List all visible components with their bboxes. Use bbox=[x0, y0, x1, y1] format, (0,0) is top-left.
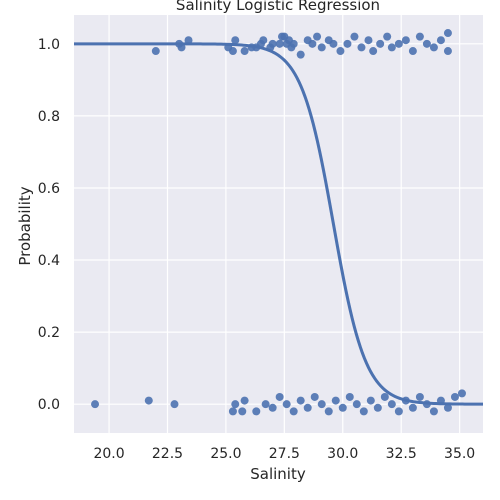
data-point-class0 bbox=[373, 403, 382, 412]
data-point-class1 bbox=[296, 50, 305, 59]
data-point-class1 bbox=[151, 47, 160, 56]
x-tick-label: 32.5 bbox=[386, 446, 417, 462]
data-point-class0 bbox=[240, 396, 249, 405]
data-point-class0 bbox=[275, 392, 284, 401]
y-axis-label: Probability bbox=[16, 186, 34, 265]
data-point-class0 bbox=[252, 407, 261, 416]
scatter-points bbox=[91, 29, 466, 416]
data-point-class0 bbox=[415, 392, 424, 401]
y-axis-ticks: 0.0 0.2 0.4 0.6 0.8 1.0 bbox=[38, 37, 60, 413]
data-point-class1 bbox=[369, 47, 378, 56]
data-point-class0 bbox=[231, 400, 240, 409]
data-point-class0 bbox=[408, 403, 417, 412]
data-point-class1 bbox=[268, 39, 277, 48]
data-point-class1 bbox=[429, 43, 438, 52]
y-tick-label: 0.6 bbox=[38, 181, 60, 197]
plot-area bbox=[74, 15, 483, 433]
y-tick-label: 1.0 bbox=[38, 37, 60, 53]
data-point-class1 bbox=[184, 36, 193, 45]
data-point-class0 bbox=[352, 400, 361, 409]
data-point-class0 bbox=[380, 392, 389, 401]
data-point-class1 bbox=[376, 39, 385, 48]
x-tick-label: 30.0 bbox=[327, 446, 358, 462]
data-point-class0 bbox=[457, 389, 466, 398]
data-point-class1 bbox=[443, 29, 452, 38]
data-point-class1 bbox=[259, 36, 268, 45]
data-point-class1 bbox=[383, 32, 392, 41]
data-point-class0 bbox=[443, 403, 452, 412]
y-tick-label: 0.8 bbox=[38, 109, 60, 125]
data-point-class1 bbox=[231, 36, 240, 45]
data-point-class1 bbox=[443, 47, 452, 56]
data-point-class1 bbox=[350, 32, 359, 41]
data-point-class0 bbox=[359, 407, 368, 416]
data-point-class0 bbox=[366, 396, 375, 405]
data-point-class0 bbox=[144, 396, 153, 405]
data-point-class0 bbox=[394, 407, 403, 416]
x-tick-label: 20.0 bbox=[93, 446, 124, 462]
data-point-class0 bbox=[268, 403, 277, 412]
data-point-class0 bbox=[429, 407, 438, 416]
logistic-fit-line bbox=[74, 42, 484, 406]
data-point-class0 bbox=[296, 396, 305, 405]
data-point-class1 bbox=[308, 39, 317, 48]
y-tick-label: 0.0 bbox=[38, 397, 60, 413]
data-point-class1 bbox=[364, 36, 373, 45]
data-point-class1 bbox=[415, 32, 424, 41]
data-point-class1 bbox=[275, 39, 284, 48]
data-point-class1 bbox=[422, 39, 431, 48]
data-point-class1 bbox=[317, 43, 326, 52]
data-point-class1 bbox=[357, 43, 366, 52]
fit-curve bbox=[74, 42, 484, 406]
data-point-class0 bbox=[317, 400, 326, 409]
data-point-class1 bbox=[289, 39, 298, 48]
x-tick-label: 35.0 bbox=[444, 446, 475, 462]
y-tick-label: 0.4 bbox=[38, 253, 60, 269]
data-point-class0 bbox=[331, 396, 340, 405]
data-point-class1 bbox=[408, 47, 417, 56]
data-point-class1 bbox=[313, 32, 322, 41]
data-point-class1 bbox=[329, 39, 338, 48]
data-point-class1 bbox=[394, 39, 403, 48]
data-point-class1 bbox=[387, 43, 396, 52]
data-point-class0 bbox=[228, 407, 237, 416]
data-point-class0 bbox=[238, 407, 247, 416]
data-point-class1 bbox=[240, 47, 249, 56]
data-point-class0 bbox=[450, 392, 459, 401]
x-axis-ticks: 20.0 22.5 25.0 27.5 30.0 32.5 35.0 bbox=[93, 446, 475, 462]
data-point-class1 bbox=[336, 47, 345, 56]
data-point-class0 bbox=[289, 407, 298, 416]
data-point-class0 bbox=[91, 400, 100, 409]
data-point-class0 bbox=[338, 403, 347, 412]
data-point-class1 bbox=[436, 36, 445, 45]
chart-title: Salinity Logistic Regression bbox=[176, 0, 380, 14]
data-point-class0 bbox=[261, 400, 270, 409]
x-axis-label: Salinity bbox=[250, 465, 306, 483]
data-point-class0 bbox=[324, 407, 333, 416]
y-tick-label: 0.2 bbox=[38, 325, 60, 341]
data-point-class1 bbox=[228, 47, 237, 56]
x-tick-label: 25.0 bbox=[210, 446, 241, 462]
data-point-class0 bbox=[170, 400, 179, 409]
data-point-class0 bbox=[303, 403, 312, 412]
data-point-class1 bbox=[401, 36, 410, 45]
x-tick-label: 27.5 bbox=[269, 446, 300, 462]
x-tick-label: 22.5 bbox=[152, 446, 183, 462]
data-point-class0 bbox=[345, 392, 354, 401]
data-point-class0 bbox=[310, 392, 319, 401]
data-point-class1 bbox=[343, 39, 352, 48]
data-point-class0 bbox=[282, 400, 291, 409]
data-point-class0 bbox=[387, 400, 396, 409]
